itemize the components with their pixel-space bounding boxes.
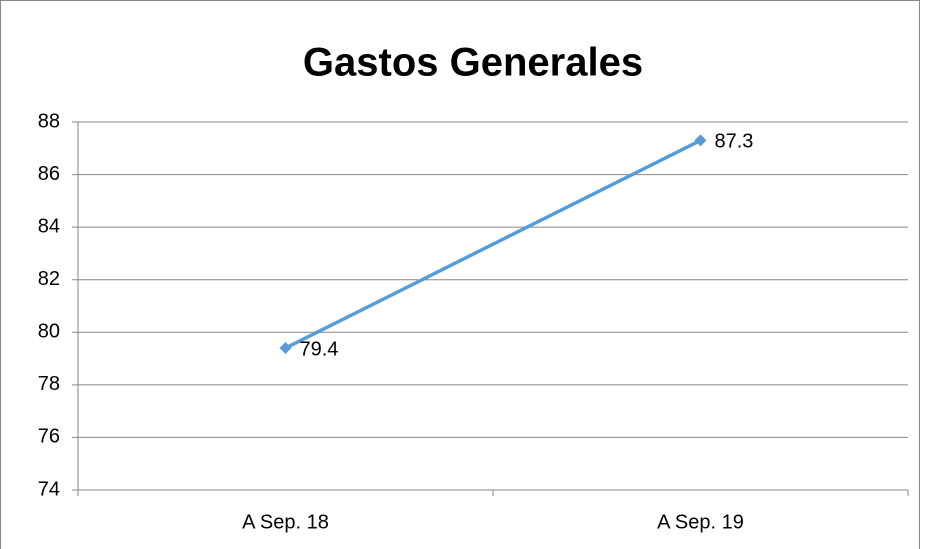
y-tick-label: 84: [38, 215, 60, 237]
y-tick-label: 80: [38, 321, 60, 343]
x-tick-label: A Sep. 18: [242, 511, 329, 533]
data-label: 87.3: [715, 131, 754, 153]
marker: [279, 342, 292, 355]
line: [284, 138, 702, 350]
y-tick-label: 74: [38, 478, 60, 500]
data-label: 79.4: [300, 338, 339, 360]
x-tick-label: A Sep. 19: [657, 511, 744, 533]
y-tick-label: 88: [38, 110, 60, 132]
y-tick-label: 86: [38, 163, 60, 185]
y-tick-label: 76: [38, 426, 60, 448]
marker: [694, 134, 707, 147]
y-tick-label: 82: [38, 268, 60, 290]
chart-title: Gastos Generales: [303, 41, 643, 85]
y-tick-label: 78: [38, 373, 60, 395]
